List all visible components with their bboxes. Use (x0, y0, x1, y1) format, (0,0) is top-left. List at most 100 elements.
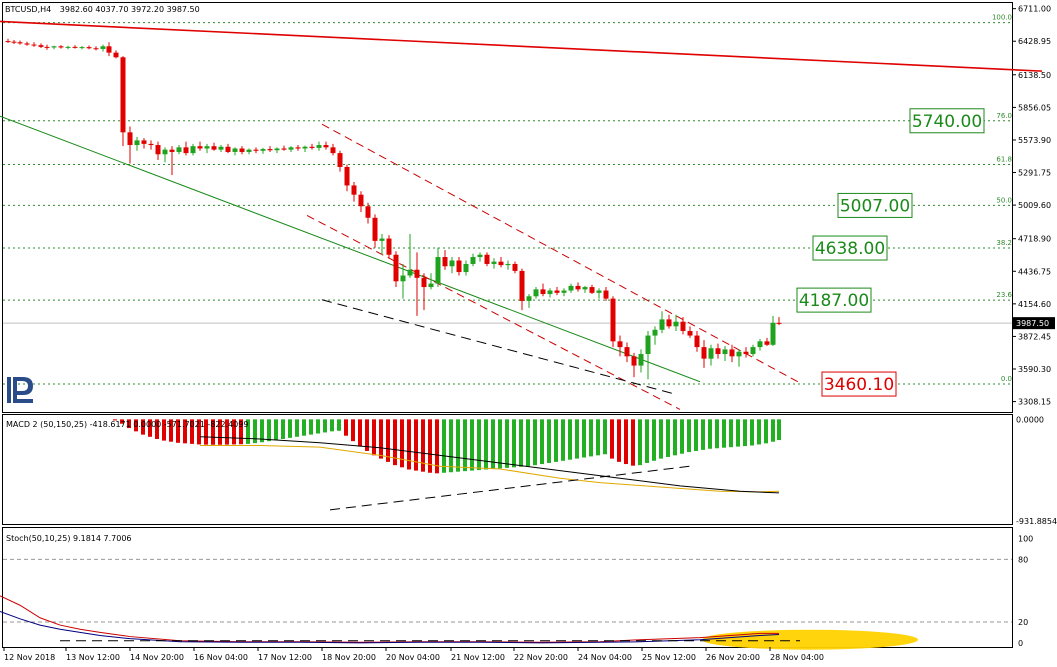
macd-bar (708, 419, 712, 449)
candle-body (533, 289, 539, 297)
stoch-y-tick-label: 0 (1018, 639, 1023, 648)
candle-body (582, 287, 588, 290)
axes: 6711.00 6428.95 6138.50 5856.05 5573.90 5291.… (3, 5, 1057, 662)
macd-bar (484, 419, 488, 470)
macd-bar (407, 419, 411, 470)
candle-body (519, 270, 525, 301)
candle-body (330, 147, 336, 154)
candle-body (127, 132, 133, 146)
candle-body (652, 329, 658, 336)
candle-body (512, 263, 518, 271)
candle-body (141, 140, 147, 144)
candle-body (5, 41, 11, 43)
x-tick-label: 16 Nov 04:00 (194, 653, 248, 662)
candle-body (736, 351, 742, 357)
candle-body (526, 296, 532, 301)
candle-body (491, 261, 497, 264)
candle-body (456, 260, 462, 273)
macd-bar (631, 419, 635, 466)
candle-body (155, 145, 161, 155)
macd-bar (162, 419, 166, 441)
trendline-red-channel-bottom (306, 215, 681, 410)
trendline-red-resistance (0, 20, 1043, 72)
macd-bar (491, 419, 495, 469)
candle-body (106, 46, 112, 53)
candle-body (365, 206, 371, 218)
symbol-label: BTCUSD,H4 (5, 5, 51, 14)
candle-body (316, 145, 322, 148)
last-price-label: 3987.50 (1016, 319, 1049, 328)
macd-header: MACD 2 (50,150,25) -418.6171 0.0000 -571… (6, 420, 248, 429)
macd-bar (218, 419, 222, 445)
candle-body (302, 146, 308, 149)
macd-bar (456, 419, 460, 472)
x-tick-label: 17 Nov 12:00 (258, 653, 312, 662)
candle-body (680, 321, 686, 331)
macd-bar (519, 419, 523, 467)
candle-body (624, 347, 630, 357)
macd-bar (127, 419, 131, 429)
candle-body (770, 322, 776, 345)
candle-body (72, 46, 78, 48)
macd-bar (442, 419, 446, 473)
fib-label: 76.0 (996, 112, 1012, 120)
candle-body (631, 356, 637, 366)
macd-bar (302, 419, 306, 436)
y-tick-label: 4436.75 (1018, 267, 1051, 276)
candle-body (750, 347, 756, 355)
candle-body (358, 194, 364, 207)
macd-bar (372, 419, 376, 456)
macd-bar (757, 419, 761, 445)
macd-bar (694, 419, 698, 451)
level-box (909, 108, 985, 134)
last-price-tag (1013, 317, 1055, 330)
candle-body (435, 257, 441, 284)
price-pane (2, 2, 1013, 413)
candle-body (169, 149, 175, 152)
macd-bar (729, 419, 733, 448)
macd-bar (393, 419, 397, 466)
level-box (837, 192, 913, 218)
macd-bar (582, 419, 586, 458)
macd-bar (197, 419, 201, 445)
candle-body (596, 290, 602, 293)
macd-signal-line (199, 436, 780, 494)
candle-body (337, 153, 343, 167)
level-box (796, 287, 872, 313)
y-tick-label: 3872.45 (1018, 332, 1051, 341)
candle-body (589, 287, 595, 293)
y-tick-label: 3590.30 (1018, 365, 1051, 374)
candle-body (393, 254, 399, 282)
candle-body (386, 238, 392, 255)
fib-label: 0.0 (1001, 375, 1012, 383)
macd-bar (666, 419, 670, 457)
macd-bar (589, 419, 593, 457)
x-tick-label: 14 Nov 20:00 (130, 653, 184, 662)
macd-bar (225, 419, 229, 445)
candle-body (93, 48, 99, 50)
candle-body (309, 146, 315, 148)
macd-bar (141, 419, 145, 435)
macd-bar (750, 419, 754, 446)
candle-body (610, 298, 616, 342)
fib-label: 50.0 (996, 196, 1012, 204)
candle-body (603, 290, 609, 299)
candle-body (645, 335, 651, 355)
macd-bar (652, 419, 656, 461)
macd-bar (777, 419, 781, 441)
macd-bar (253, 419, 257, 444)
candle-body (715, 348, 721, 355)
x-tick-label: 25 Nov 12:00 (642, 653, 696, 662)
macd-bar (365, 419, 369, 451)
candle-body (561, 290, 567, 293)
candle-body (547, 290, 553, 294)
macd-bar (764, 419, 768, 444)
candle-body (729, 349, 735, 357)
macd-bar (477, 419, 481, 471)
macd-bar (603, 419, 607, 455)
candle-body (540, 289, 546, 294)
candle-body (100, 46, 106, 49)
candle-body (204, 146, 210, 149)
macd-bar (596, 419, 600, 456)
